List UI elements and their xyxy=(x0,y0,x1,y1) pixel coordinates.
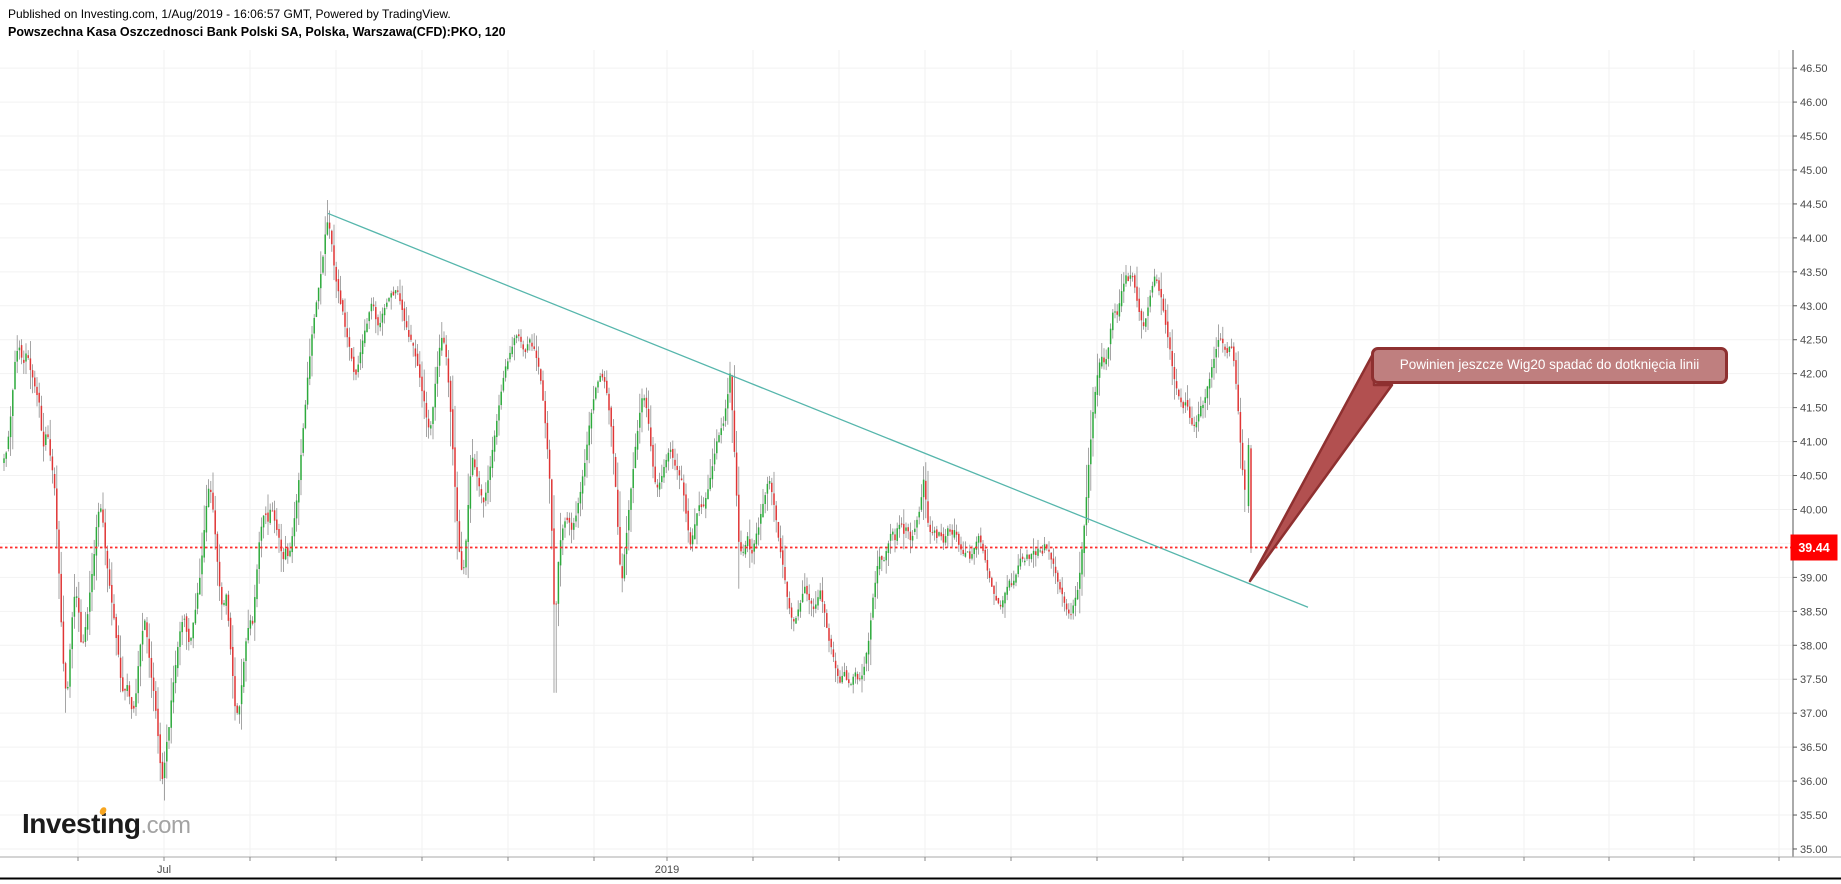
price-scale[interactable]: 35.00 35.50 36.00 36.50 37.00 37.50 38.00 38.50… xyxy=(1790,50,1838,857)
y-axis-label: 36.50 xyxy=(1800,742,1828,754)
descending-trendline[interactable] xyxy=(327,212,1309,608)
logo-suffix: .com xyxy=(140,812,191,839)
y-axis-label: 39.00 xyxy=(1800,572,1828,584)
bottom-border xyxy=(0,877,1841,880)
annotation-callout[interactable]: Powinien jeszcze Wig20 spadać do dotknię… xyxy=(1371,347,1728,384)
y-axis-label: 42.00 xyxy=(1800,369,1828,381)
investing-com-logo: Investi ng.com xyxy=(22,806,191,840)
y-axis-label: 41.00 xyxy=(1800,437,1828,449)
y-axis-label: 44.00 xyxy=(1800,233,1828,245)
annotation-arrow[interactable] xyxy=(1248,350,1394,583)
y-axis-label: 45.00 xyxy=(1800,165,1828,177)
y-axis-label: 43.50 xyxy=(1800,267,1828,279)
x-axis-label: Jul xyxy=(157,864,171,876)
last-price-tag-text: 39.44 xyxy=(1798,541,1829,555)
y-axis-label: 40.50 xyxy=(1800,471,1828,483)
published-line: Published on Investing.com, 1/Aug/2019 -… xyxy=(8,7,451,21)
y-axis-label: 40.00 xyxy=(1800,504,1828,516)
y-axis-label: 38.50 xyxy=(1800,606,1828,618)
logo-text: Investi ng xyxy=(22,806,141,839)
y-axis-label: 45.50 xyxy=(1800,131,1828,143)
candles-layer xyxy=(3,200,1252,801)
y-axis-label: 43.00 xyxy=(1800,301,1828,313)
last-price-tag[interactable] xyxy=(1790,534,1838,561)
y-axis-label: 42.50 xyxy=(1800,335,1828,347)
x-axis-label: 2019 xyxy=(655,864,679,876)
instrument-title: Powszechna Kasa Oszczednosci Bank Polski… xyxy=(8,25,506,39)
y-axis-label: 44.50 xyxy=(1800,199,1828,211)
time-scale[interactable]: Jul 2019 xyxy=(0,856,1841,876)
y-axis-label: 38.00 xyxy=(1800,640,1828,652)
y-axis-label: 35.00 xyxy=(1800,844,1828,856)
y-axis-label: 46.00 xyxy=(1800,97,1828,109)
y-axis-label: 35.50 xyxy=(1800,810,1828,822)
y-axis-label: 41.50 xyxy=(1800,403,1828,415)
y-axis-label: 36.00 xyxy=(1800,776,1828,788)
y-axis-label: 37.00 xyxy=(1800,708,1828,720)
y-axis-label: 37.50 xyxy=(1800,674,1828,686)
y-axis-label: 46.50 xyxy=(1800,63,1828,75)
